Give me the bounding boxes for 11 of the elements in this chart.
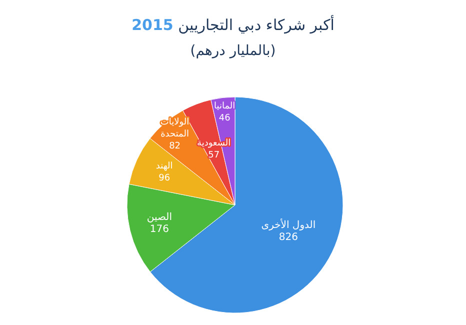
data-label: 57 (208, 150, 220, 161)
chart-subtitle: (بالمليار درهم) (190, 43, 276, 59)
slice-label: الصين (146, 212, 172, 223)
data-label: 826 (278, 232, 298, 243)
data-label: 96 (158, 174, 170, 184)
slice-label: الدول الأخرى (261, 218, 316, 231)
data-label: 82 (169, 142, 181, 152)
data-label: 176 (150, 224, 169, 235)
data-label: 46 (218, 114, 231, 124)
slice-label: الهند (156, 162, 173, 172)
slice-label: المانيا (214, 102, 236, 112)
